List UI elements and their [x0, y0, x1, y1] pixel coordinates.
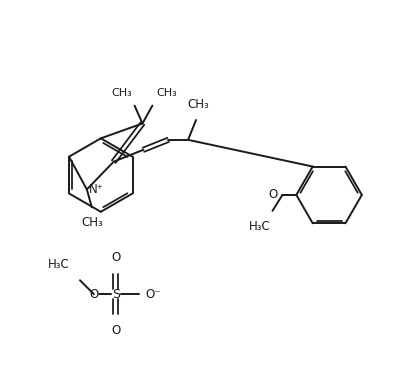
Text: CH₃: CH₃ — [156, 88, 177, 98]
Text: CH₃: CH₃ — [187, 98, 209, 111]
Text: CH₃: CH₃ — [112, 88, 132, 98]
Text: S: S — [112, 288, 119, 301]
Text: H₃C: H₃C — [48, 258, 70, 271]
Text: CH₃: CH₃ — [81, 216, 102, 229]
Text: O: O — [89, 288, 98, 301]
Text: O: O — [111, 324, 120, 337]
Text: O⁻: O⁻ — [145, 288, 161, 301]
Text: O: O — [111, 251, 120, 265]
Text: O: O — [268, 189, 277, 201]
Text: N⁺: N⁺ — [89, 183, 104, 196]
Text: H₃C: H₃C — [248, 220, 270, 233]
